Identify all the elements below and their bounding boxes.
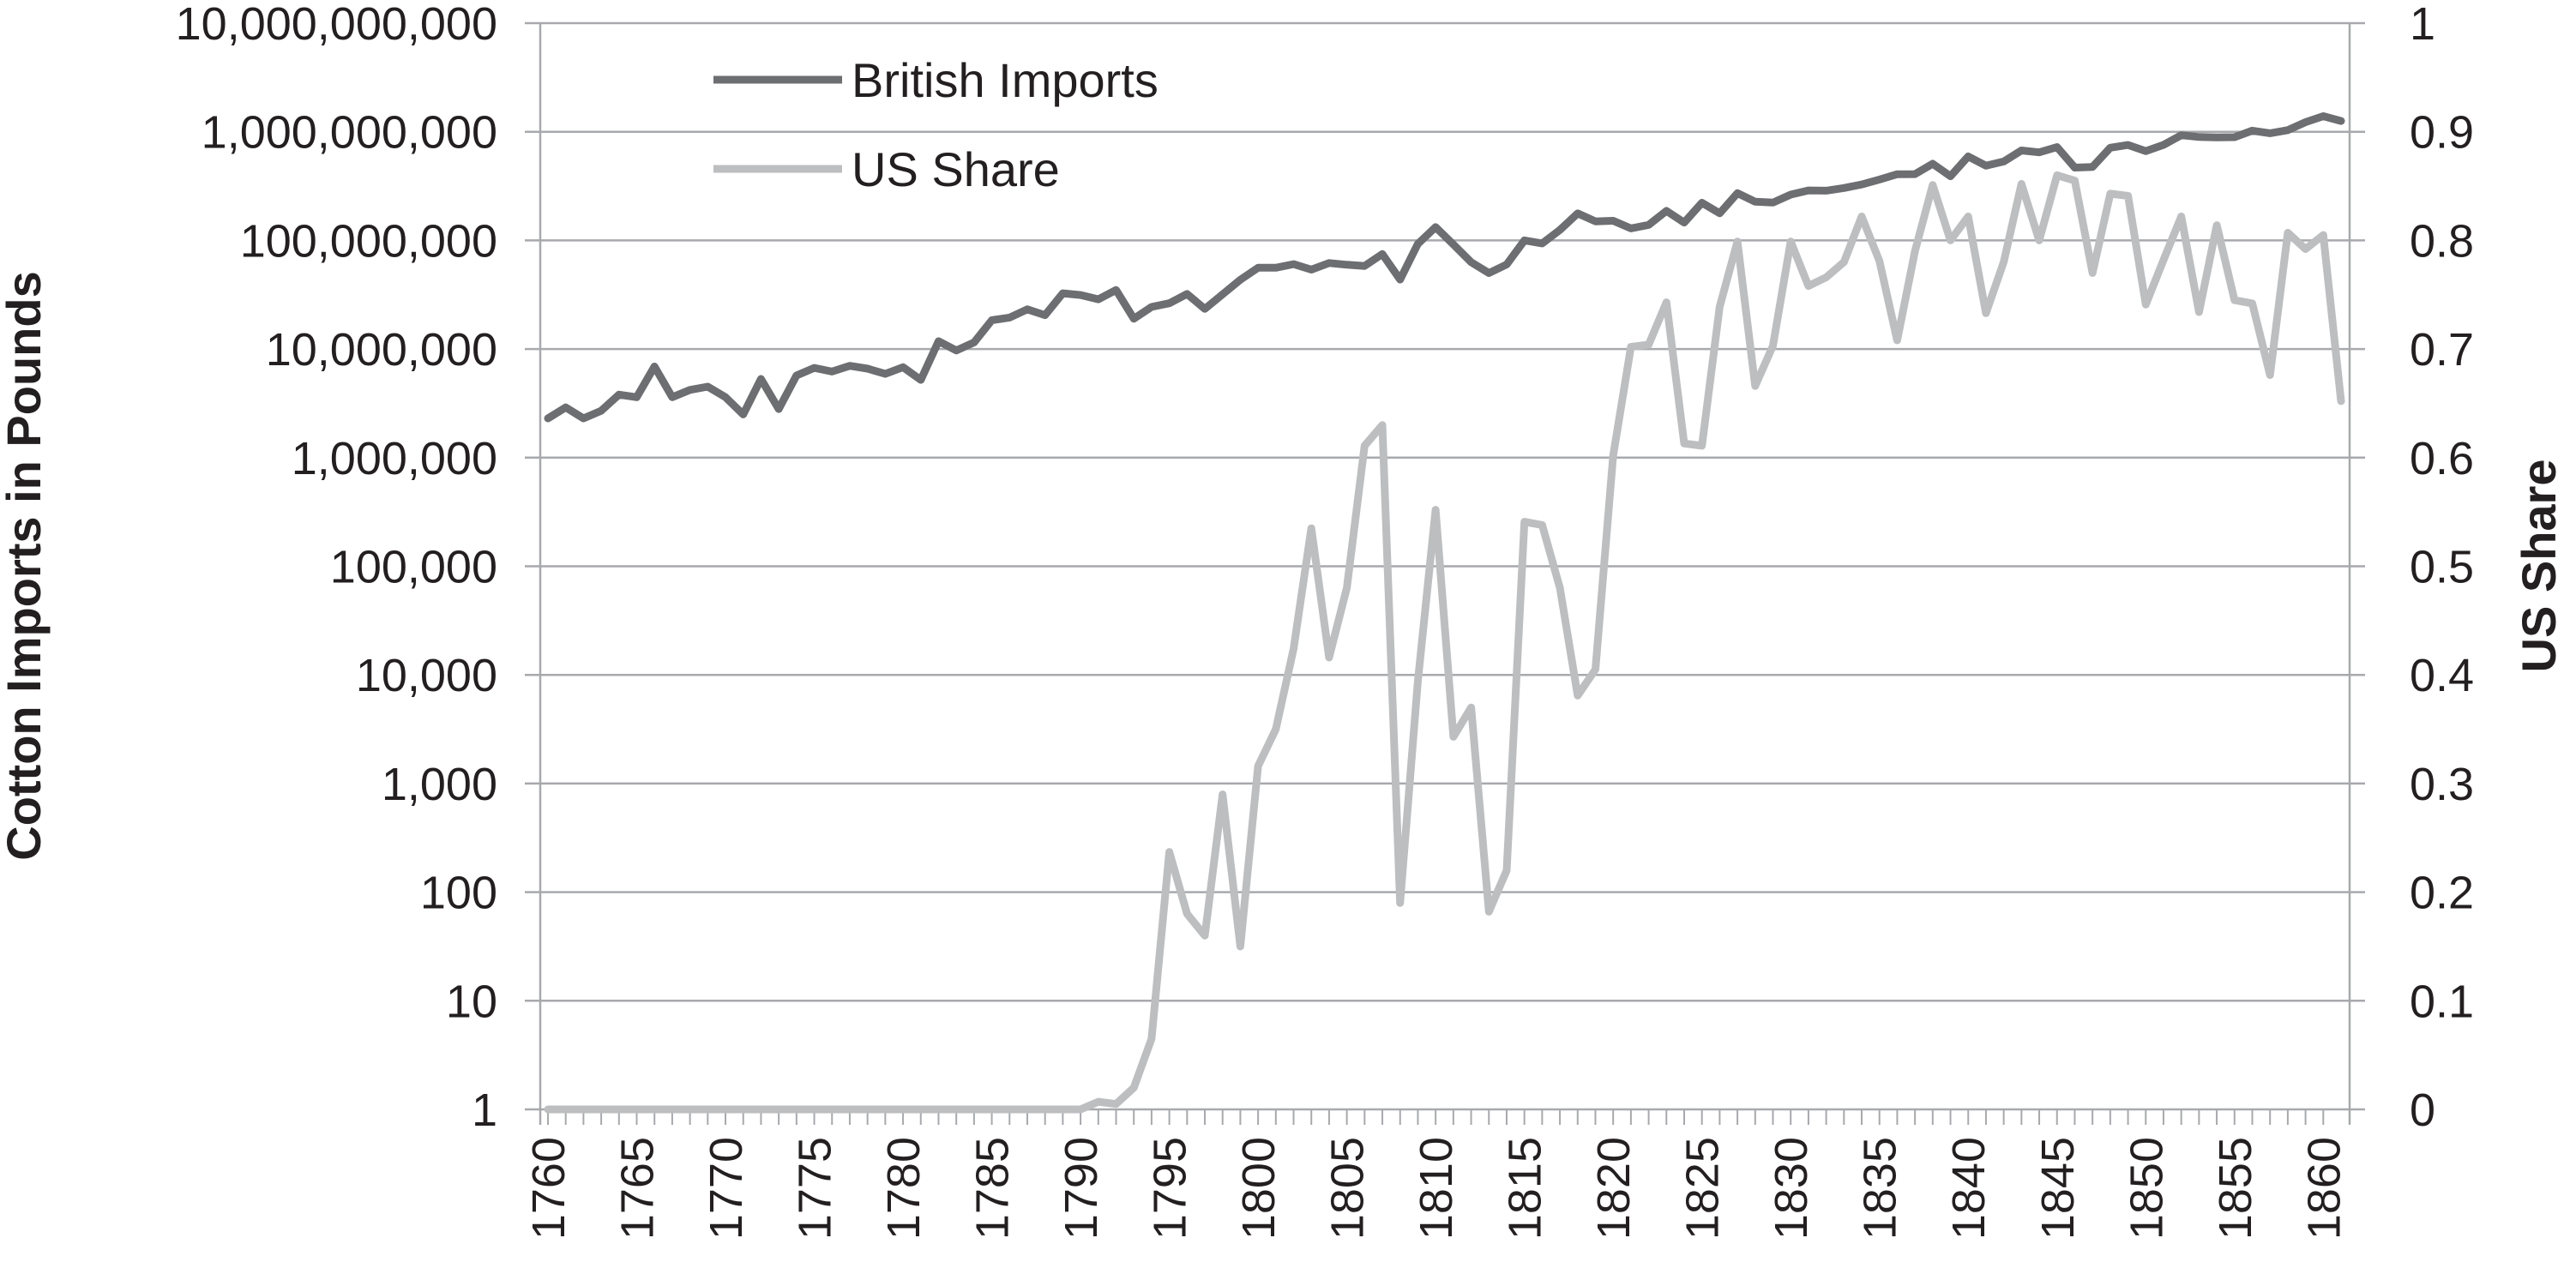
x-tick-label: 1770 (701, 1137, 752, 1240)
legend: British Imports US Share (713, 53, 1159, 196)
y2-tick-label: 0.8 (2410, 215, 2474, 267)
y2-tick-label: 0.1 (2410, 976, 2474, 1027)
axes (525, 21, 2365, 1125)
series-line-us-share (544, 171, 2345, 1114)
x-tick-label: 1820 (1588, 1137, 1640, 1240)
y-tick-label: 1,000,000 (292, 433, 497, 484)
x-tick-label: 1790 (1056, 1137, 1107, 1240)
y2-tick-label: 0.7 (2410, 324, 2474, 376)
y2-tick-label: 0.9 (2410, 107, 2474, 159)
y-axis-left-ticks: 1 10 100 1,000 10,000 100,000 1,000,000 10,000,… (176, 0, 497, 1136)
y2-tick-label: 0.5 (2410, 542, 2474, 593)
y2-tick-label: 0.6 (2410, 433, 2474, 484)
y-tick-label: 10,000,000,000 (176, 0, 497, 50)
y-tick-label: 100 (420, 868, 497, 919)
series-line-british-imports (544, 112, 2345, 423)
x-tick-label: 1780 (878, 1137, 930, 1240)
x-tick-label: 1855 (2210, 1137, 2261, 1240)
y2-tick-label: 0.4 (2410, 650, 2474, 701)
x-tick-label: 1830 (1766, 1137, 1817, 1240)
y-tick-label: 1,000,000,000 (202, 107, 497, 159)
y-axis-right-ticks: 0 0.1 0.2 0.3 0.4 0.5 0.6 0.7 0.8 0.9 1 (2410, 0, 2474, 1136)
legend-label: British Imports (852, 53, 1159, 107)
x-tick-label: 1805 (1322, 1137, 1374, 1240)
x-tick-label: 1850 (2121, 1137, 2172, 1240)
x-tick-label: 1825 (1677, 1137, 1729, 1240)
x-tick-label: 1835 (1855, 1137, 1906, 1240)
y-axis-right-title: US Share (2512, 460, 2566, 673)
y-tick-label: 100,000,000 (240, 215, 497, 267)
y2-tick-label: 0.3 (2410, 759, 2474, 810)
x-tick-label: 1765 (612, 1137, 664, 1240)
y-tick-label: 10 (446, 976, 497, 1027)
y-tick-label: 1 (472, 1085, 497, 1136)
x-tick-label: 1775 (790, 1137, 841, 1240)
y2-tick-label: 0 (2410, 1085, 2435, 1136)
y-tick-label: 10,000 (356, 650, 497, 701)
x-tick-label: 1795 (1145, 1137, 1196, 1240)
x-tick-label: 1815 (1500, 1137, 1551, 1240)
x-tick-label: 1760 (523, 1137, 575, 1240)
y2-tick-label: 1 (2410, 0, 2435, 50)
x-tick-label: 1845 (2032, 1137, 2084, 1240)
x-axis-ticks: 1760 1765 1770 1775 1780 1785 1790 1795 1800 1805… (523, 1137, 2350, 1240)
x-tick-label: 1810 (1411, 1137, 1462, 1240)
y2-tick-label: 0.2 (2410, 868, 2474, 919)
x-tick-label: 1785 (967, 1137, 1019, 1240)
y-tick-label: 1,000 (382, 759, 497, 810)
x-tick-label: 1860 (2298, 1137, 2350, 1240)
grid-lines (540, 21, 2350, 1002)
y-tick-label: 100,000 (330, 542, 497, 593)
y-axis-left-title: Cotton Imports in Pounds (0, 271, 51, 860)
legend-label: US Share (852, 142, 1060, 196)
x-tick-label: 1840 (1943, 1137, 1995, 1240)
y-tick-label: 10,000,000 (266, 324, 497, 376)
x-tick-label: 1800 (1233, 1137, 1285, 1240)
series-lines (544, 112, 2345, 1114)
